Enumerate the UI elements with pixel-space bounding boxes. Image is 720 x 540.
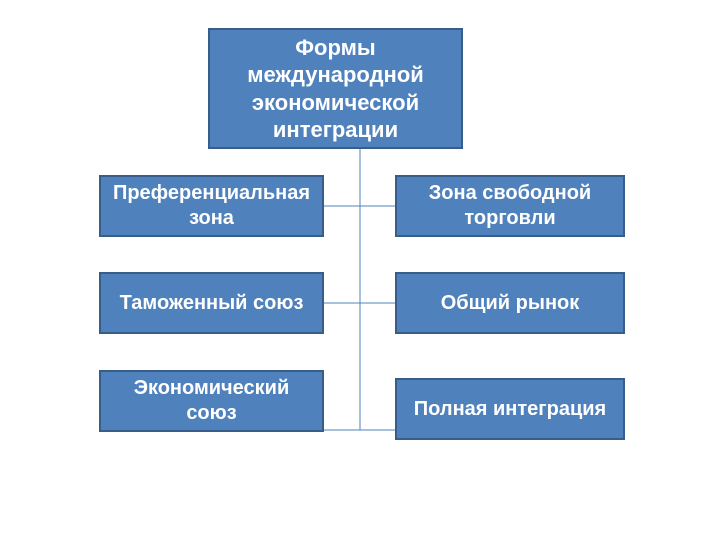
node-root: Формы международной экономической интегр… (208, 28, 463, 149)
node-economic-union: Экономический союз (99, 370, 324, 432)
node-right1-label: Зона свободной торговли (405, 181, 615, 231)
node-full-integration: Полная интеграция (395, 378, 625, 440)
node-left3-label: Экономический союз (109, 376, 314, 426)
node-customs-union: Таможенный союз (99, 272, 324, 334)
node-right3-label: Полная интеграция (414, 397, 606, 422)
node-root-label: Формы международной экономической интегр… (218, 34, 453, 144)
node-left2-label: Таможенный союз (120, 291, 304, 316)
node-right2-label: Общий рынок (441, 291, 580, 316)
node-common-market: Общий рынок (395, 272, 625, 334)
node-free-trade-zone: Зона свободной торговли (395, 175, 625, 237)
node-preferential-zone: Преференциальная зона (99, 175, 324, 237)
node-left1-label: Преференциальная зона (109, 181, 314, 231)
